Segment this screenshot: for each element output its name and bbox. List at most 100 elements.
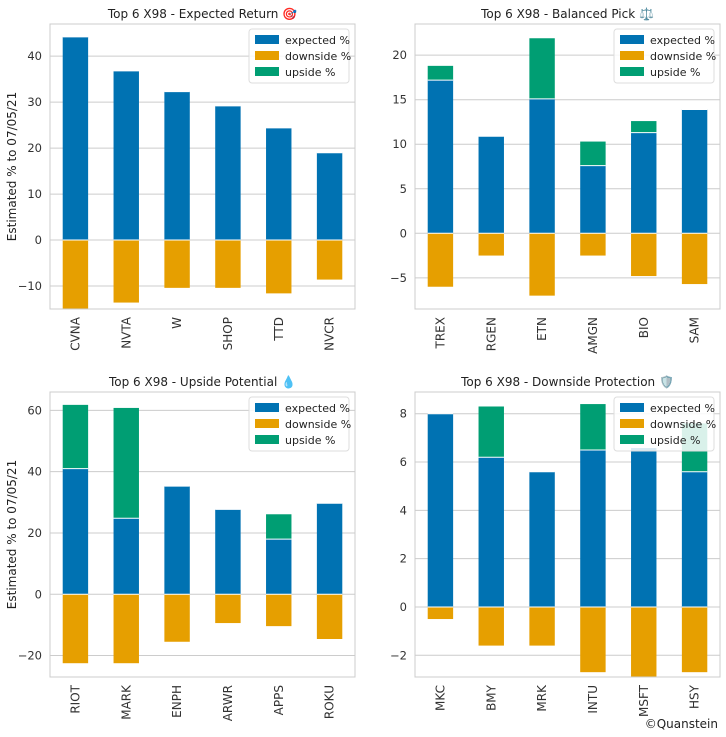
legend-label: upside % xyxy=(650,434,700,447)
x-tick-label: W xyxy=(170,317,184,329)
legend-swatch xyxy=(620,35,644,44)
chart-title: Top 6 X98 - Downside Protection 🛡️ xyxy=(460,375,674,389)
x-tick-label: HSY xyxy=(688,684,702,709)
y-tick-label: 40 xyxy=(27,465,42,479)
y-tick-label: 60 xyxy=(27,403,42,417)
legend-label: downside % xyxy=(650,418,716,431)
bar-downside xyxy=(478,606,504,646)
bar-downside xyxy=(631,233,657,277)
x-tick-label: ARWR xyxy=(221,685,235,721)
x-tick-label: MRK xyxy=(535,684,549,712)
bar-upside xyxy=(266,514,292,540)
x-tick-label: BIO xyxy=(637,317,651,338)
x-tick-label: BMY xyxy=(484,684,498,711)
legend: expected % downside % upside % xyxy=(248,396,351,452)
bar-downside xyxy=(681,233,708,285)
bar-downside xyxy=(529,606,555,646)
legend-label: expected % xyxy=(650,402,715,415)
plot-frame xyxy=(49,23,356,310)
bar-expected xyxy=(164,486,190,595)
bar-expected xyxy=(427,413,454,607)
y-tick-label: 40 xyxy=(27,49,42,63)
bar-downside xyxy=(316,240,343,280)
credit-text: ©Quanstein xyxy=(644,717,718,731)
legend-swatch xyxy=(620,67,644,76)
x-tick-label: MKC xyxy=(433,685,447,711)
bar-downside xyxy=(113,240,139,303)
bar-downside xyxy=(266,240,292,294)
legend-swatch xyxy=(620,435,644,444)
bar-expected xyxy=(266,127,292,241)
y-axis-label: Estimated % to 07/05/21 xyxy=(5,92,19,241)
x-tick-label: MSFT xyxy=(637,684,651,717)
legend-label: expected % xyxy=(650,34,715,47)
legend-swatch xyxy=(620,419,644,428)
legend-label: expected % xyxy=(285,402,350,415)
legend: expected % downside % upside % xyxy=(248,28,351,84)
legend-swatch xyxy=(255,435,279,444)
x-tick-label: RGEN xyxy=(484,317,498,351)
bar-expected xyxy=(215,509,241,595)
y-axis-label: Estimated % to 07/05/21 xyxy=(5,460,19,609)
y-tick-label: 0 xyxy=(400,600,407,614)
bar-upside xyxy=(478,406,504,458)
y-tick-label: 0 xyxy=(400,226,407,240)
chart-title: Top 6 X98 - Upside Potential 💧 xyxy=(108,375,296,389)
x-tick-label: SAM xyxy=(688,317,702,343)
plot-frame xyxy=(49,391,356,678)
plot-frame xyxy=(414,23,721,310)
bar-downside xyxy=(427,233,454,287)
legend-swatch xyxy=(620,51,644,60)
bar-expected xyxy=(631,132,657,234)
y-tick-label: 2 xyxy=(400,552,407,566)
plot-frame xyxy=(414,391,721,678)
y-tick-label: 5 xyxy=(400,182,407,196)
legend-swatch xyxy=(255,51,279,60)
y-tick-label: −5 xyxy=(390,271,407,285)
chart-panel-4: MKC BMY MRK INTU MSFT HSY −2 0 2 4 6 8 Top 6 X98 - D… xyxy=(390,375,721,717)
bar-downside xyxy=(62,240,89,309)
bar-upside xyxy=(427,65,454,81)
bar-downside xyxy=(529,233,555,296)
y-tick-label: 20 xyxy=(27,141,42,155)
legend-label: upside % xyxy=(285,66,335,79)
bar-downside xyxy=(215,594,241,624)
bar-expected xyxy=(164,91,190,241)
bar-downside xyxy=(478,233,504,256)
legend-swatch xyxy=(255,403,279,412)
bar-expected xyxy=(316,503,343,595)
y-tick-label: 6 xyxy=(400,455,407,469)
y-tick-label: 15 xyxy=(392,93,407,107)
legend-label: upside % xyxy=(285,434,335,447)
bar-expected xyxy=(62,468,89,595)
bar-expected xyxy=(529,471,555,607)
y-tick-label: 30 xyxy=(27,95,42,109)
bar-expected xyxy=(316,152,343,241)
x-tick-label: NVTA xyxy=(119,316,133,349)
bar-downside xyxy=(62,594,89,664)
x-tick-label: NVCR xyxy=(323,317,337,351)
x-tick-label: SHOP xyxy=(221,317,235,350)
bar-expected xyxy=(529,98,555,234)
chart-title: Top 6 X98 - Expected Return 🎯 xyxy=(107,7,297,21)
y-tick-label: −10 xyxy=(18,279,42,293)
x-tick-label: AMGN xyxy=(586,317,600,354)
x-tick-label: TTD xyxy=(272,317,286,342)
x-tick-label: APPS xyxy=(272,685,286,715)
bar-expected xyxy=(62,36,89,241)
y-tick-label: 0 xyxy=(35,233,42,247)
y-tick-label: −20 xyxy=(18,649,42,663)
bar-expected xyxy=(427,80,454,234)
bar-expected xyxy=(266,539,292,595)
bar-upside xyxy=(580,141,606,166)
x-tick-label: CVNA xyxy=(68,316,82,351)
y-tick-label: 4 xyxy=(400,503,407,517)
legend: expected % downside % upside % xyxy=(613,28,716,84)
chart-panel-1: CVNA NVTA W SHOP TTD NVCR −10 0 10 20 30 40 Top 6 X9… xyxy=(5,7,356,351)
bar-expected xyxy=(478,457,504,607)
x-tick-label: RIOT xyxy=(68,684,82,713)
y-tick-label: 10 xyxy=(27,187,42,201)
legend-swatch xyxy=(620,403,644,412)
x-tick-label: TREX xyxy=(433,317,447,349)
